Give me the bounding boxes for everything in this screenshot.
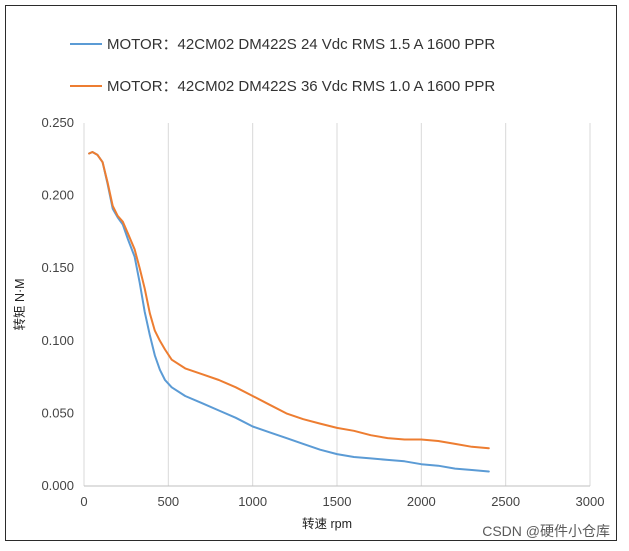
- legend-label-2: MOTOR：42CM02 DM422S 36 Vdc RMS 1.0 A 160…: [107, 78, 495, 95]
- legend: MOTOR：42CM02 DM422S 24 Vdc RMS 1.5 A 160…: [70, 36, 495, 95]
- x-tick-label: 1000: [238, 494, 267, 509]
- legend-label-1: MOTOR：42CM02 DM422S 24 Vdc RMS 1.5 A 160…: [107, 36, 495, 53]
- x-tick-label: 500: [157, 494, 179, 509]
- x-tick-label: 0: [80, 494, 87, 509]
- y-tick-label: 0.250: [41, 115, 74, 130]
- y-tick-label: 0.000: [41, 478, 74, 493]
- watermark-text: CSDN @硬件小仓库: [482, 523, 610, 539]
- series-lines: [88, 151, 490, 473]
- y-tick-label: 0.200: [41, 188, 74, 203]
- y-axis-ticks: 0.000 0.050 0.100 0.150 0.200 0.250: [41, 115, 74, 493]
- x-tick-label: 3000: [576, 494, 605, 509]
- x-tick-label: 1500: [323, 494, 352, 509]
- x-axis-title: 转速 rpm: [302, 516, 352, 531]
- x-tick-label: 2500: [491, 494, 520, 509]
- y-tick-label: 0.150: [41, 260, 74, 275]
- x-tick-label: 2000: [407, 494, 436, 509]
- x-axis-ticks: 0 500 1000 1500 2000 2500 3000: [80, 494, 604, 509]
- chart-frame: 0 500 1000 1500 2000 2500 3000 0.000 0.050 0.100…: [5, 5, 617, 541]
- series-line-2: [88, 151, 490, 450]
- torque-speed-chart: 0 500 1000 1500 2000 2500 3000 0.000 0.050 0.100…: [12, 36, 610, 539]
- grid-lines: [83, 123, 591, 487]
- y-tick-label: 0.100: [41, 333, 74, 348]
- y-axis-title: 转矩 N·M: [12, 278, 27, 330]
- y-tick-label: 0.050: [41, 405, 74, 420]
